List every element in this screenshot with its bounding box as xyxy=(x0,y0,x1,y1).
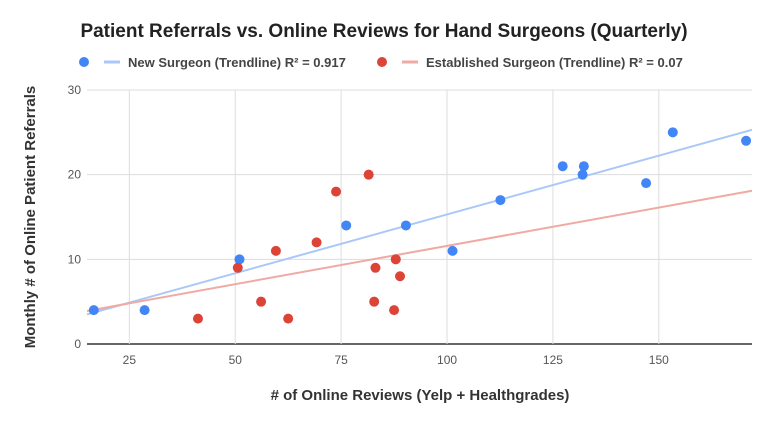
point-new-surgeon xyxy=(400,220,411,231)
grid xyxy=(87,89,752,345)
trendline-established-surgeon xyxy=(86,189,753,312)
point-established-surgeon xyxy=(390,254,401,265)
x-tick-label: 100 xyxy=(437,353,457,367)
legend-label-established-surgeon: Established Surgeon (Trendline) R² = 0.0… xyxy=(426,55,683,70)
point-established-surgeon xyxy=(283,313,294,324)
chart-title: Patient Referrals vs. Online Reviews for… xyxy=(80,21,687,42)
x-tick-label: 125 xyxy=(543,353,563,367)
point-established-surgeon xyxy=(311,237,322,248)
y-axis-label: Monthly # of Online Patient Referrals xyxy=(22,86,39,349)
trendline-new-surgeon xyxy=(86,128,753,316)
y-tick-label: 30 xyxy=(68,83,82,97)
point-new-surgeon xyxy=(641,178,652,189)
x-axis-label: # of Online Reviews (Yelp + Healthgrades… xyxy=(271,387,570,404)
x-tick-label: 25 xyxy=(123,353,137,367)
point-established-surgeon xyxy=(363,169,374,180)
point-new-surgeon xyxy=(557,161,568,172)
tick-labels: 0 10 20 30 25 50 75 100 125 150 xyxy=(68,83,670,367)
point-established-surgeon xyxy=(369,296,380,307)
point-established-surgeon xyxy=(256,296,267,307)
point-new-surgeon xyxy=(139,305,150,316)
point-established-surgeon xyxy=(389,305,400,316)
point-established-surgeon xyxy=(270,245,281,256)
y-tick-label: 10 xyxy=(68,252,82,266)
y-tick-label: 20 xyxy=(68,168,82,182)
point-new-surgeon xyxy=(741,135,752,146)
point-new-surgeon xyxy=(578,161,589,172)
point-established-surgeon xyxy=(370,262,381,273)
legend-marker-established-surgeon xyxy=(377,57,387,67)
x-tick-label: 75 xyxy=(334,353,348,367)
point-established-surgeon xyxy=(331,186,342,197)
x-tick-label: 150 xyxy=(649,353,669,367)
point-established-surgeon xyxy=(192,313,203,324)
point-established-surgeon xyxy=(395,271,406,282)
point-new-surgeon xyxy=(341,220,352,231)
point-new-surgeon xyxy=(577,169,588,180)
point-new-surgeon xyxy=(495,195,506,206)
point-new-surgeon xyxy=(234,254,245,265)
data-marks xyxy=(86,127,753,324)
point-new-surgeon xyxy=(88,305,99,316)
legend: New Surgeon (Trendline) R² = 0.917 Estab… xyxy=(79,55,683,70)
point-established-surgeon xyxy=(232,262,243,273)
y-tick-label: 0 xyxy=(74,337,81,351)
point-new-surgeon xyxy=(447,245,458,256)
x-tick-label: 50 xyxy=(229,353,243,367)
legend-marker-new-surgeon xyxy=(79,57,89,67)
legend-label-new-surgeon: New Surgeon (Trendline) R² = 0.917 xyxy=(128,55,346,70)
point-new-surgeon xyxy=(667,127,678,138)
